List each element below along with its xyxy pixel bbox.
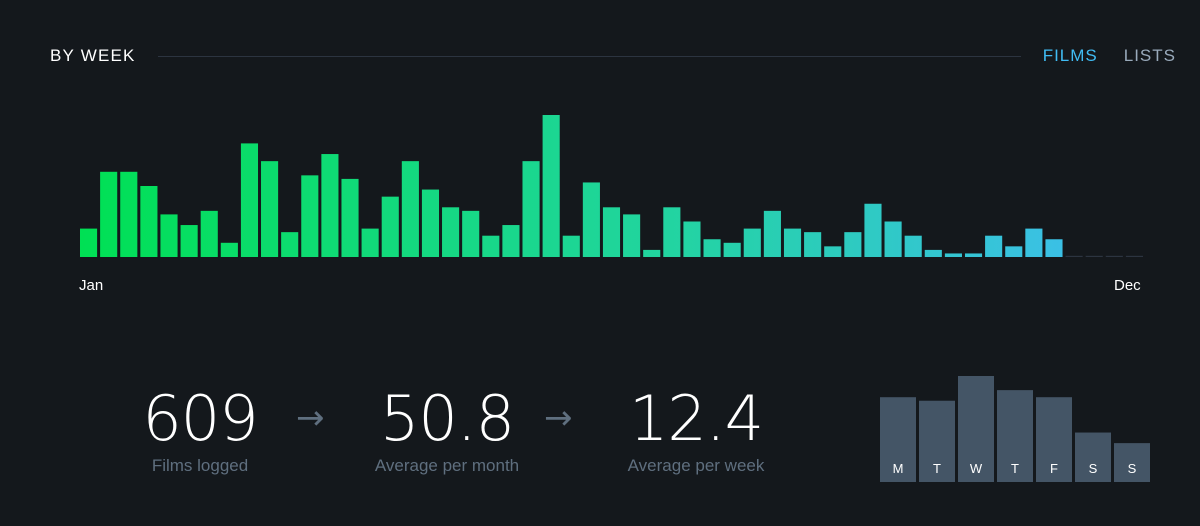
week-bar[interactable] bbox=[462, 210, 480, 257]
week-bars bbox=[80, 115, 1143, 257]
day-label: S bbox=[1089, 461, 1098, 476]
x-axis-end-label: Dec bbox=[1114, 277, 1141, 294]
week-bar[interactable] bbox=[804, 232, 822, 257]
week-bar[interactable] bbox=[482, 235, 500, 257]
week-bar[interactable] bbox=[1085, 255, 1103, 257]
week-bar[interactable] bbox=[1125, 255, 1143, 257]
week-bar[interactable] bbox=[763, 210, 781, 257]
section-header: BY WEEK FILMS LISTS bbox=[50, 44, 1176, 68]
stat-films-logged: 609 Films logged bbox=[120, 382, 280, 476]
week-bar[interactable] bbox=[421, 189, 440, 257]
week-bar[interactable] bbox=[1045, 239, 1063, 257]
stat-average-month: 50.8 Average per month bbox=[350, 382, 544, 476]
week-bar[interactable] bbox=[502, 225, 520, 257]
week-bar[interactable] bbox=[743, 228, 761, 257]
week-bar[interactable] bbox=[602, 207, 621, 257]
stat-average-week: 12.4 Average per week bbox=[604, 382, 788, 476]
week-bar[interactable] bbox=[220, 242, 238, 257]
tab-bar: FILMS LISTS bbox=[1043, 46, 1176, 66]
week-bar[interactable] bbox=[643, 249, 661, 257]
day-label: S bbox=[1128, 461, 1137, 476]
week-bar[interactable] bbox=[542, 115, 560, 257]
arrow-right-icon: → bbox=[544, 398, 573, 438]
week-bar[interactable] bbox=[1065, 255, 1083, 257]
day-label: F bbox=[1050, 461, 1058, 476]
week-bar[interactable] bbox=[985, 235, 1003, 257]
week-bar[interactable] bbox=[100, 171, 118, 257]
day-bar[interactable] bbox=[997, 390, 1033, 482]
stat-films-logged-label: Films logged bbox=[151, 456, 249, 475]
section-title: BY WEEK bbox=[50, 46, 136, 65]
day-label: M bbox=[893, 461, 904, 476]
tab-films[interactable]: FILMS bbox=[1042, 46, 1098, 65]
stat-films-logged-value: 609 bbox=[142, 382, 258, 455]
day-label: T bbox=[1011, 461, 1019, 476]
week-bar[interactable] bbox=[281, 232, 299, 257]
week-bar[interactable] bbox=[341, 178, 359, 257]
week-bar[interactable] bbox=[924, 249, 942, 257]
week-bar[interactable] bbox=[783, 228, 802, 257]
week-bar[interactable] bbox=[180, 225, 198, 257]
week-bar[interactable] bbox=[140, 186, 158, 257]
stat-average-week-label: Average per week bbox=[627, 456, 765, 475]
week-bar[interactable] bbox=[663, 207, 681, 257]
week-bar[interactable] bbox=[582, 182, 600, 257]
week-bar[interactable] bbox=[864, 203, 882, 257]
week-bar[interactable] bbox=[442, 207, 460, 257]
day-label: W bbox=[970, 461, 983, 476]
stat-average-month-value: 50.8 bbox=[379, 382, 515, 455]
week-bar[interactable] bbox=[301, 175, 319, 257]
week-bar[interactable] bbox=[884, 221, 902, 258]
arrow-right-icon: → bbox=[296, 398, 325, 438]
week-bar[interactable] bbox=[361, 228, 379, 257]
week-bar[interactable] bbox=[160, 214, 178, 257]
day-bar[interactable] bbox=[880, 397, 916, 482]
week-bar[interactable] bbox=[240, 143, 259, 257]
week-bar[interactable] bbox=[723, 242, 741, 257]
week-bar[interactable] bbox=[1005, 246, 1023, 257]
week-bar[interactable] bbox=[200, 210, 218, 257]
week-bar[interactable] bbox=[261, 161, 279, 257]
week-bar[interactable] bbox=[381, 196, 399, 257]
header-divider bbox=[157, 55, 1021, 57]
day-bar[interactable] bbox=[958, 376, 994, 482]
week-bar[interactable] bbox=[844, 232, 862, 257]
week-bar[interactable] bbox=[1105, 255, 1123, 257]
week-bar[interactable] bbox=[964, 253, 983, 257]
day-bar[interactable] bbox=[1114, 443, 1150, 482]
week-bar[interactable] bbox=[824, 246, 842, 257]
week-bar[interactable] bbox=[562, 235, 580, 257]
stat-average-week-value: 12.4 bbox=[628, 382, 764, 455]
week-bar[interactable] bbox=[1025, 228, 1043, 257]
week-bar[interactable] bbox=[944, 253, 962, 257]
week-bar[interactable] bbox=[703, 239, 721, 257]
week-bar[interactable] bbox=[321, 154, 339, 257]
day-bar[interactable] bbox=[1075, 432, 1111, 482]
stat-average-month-label: Average per month bbox=[374, 456, 520, 475]
week-bar[interactable] bbox=[904, 235, 922, 257]
day-bar[interactable] bbox=[1036, 397, 1072, 482]
week-bar[interactable] bbox=[80, 228, 98, 257]
day-label: T bbox=[933, 461, 941, 476]
week-bar[interactable] bbox=[623, 214, 641, 257]
day-bar[interactable] bbox=[919, 400, 955, 482]
week-bar[interactable] bbox=[401, 161, 419, 257]
x-axis-start-label: Jan bbox=[79, 277, 104, 294]
week-bar[interactable] bbox=[683, 221, 701, 258]
week-bar[interactable] bbox=[120, 171, 138, 257]
week-bar[interactable] bbox=[522, 161, 540, 257]
tab-lists[interactable]: LISTS bbox=[1123, 46, 1176, 65]
